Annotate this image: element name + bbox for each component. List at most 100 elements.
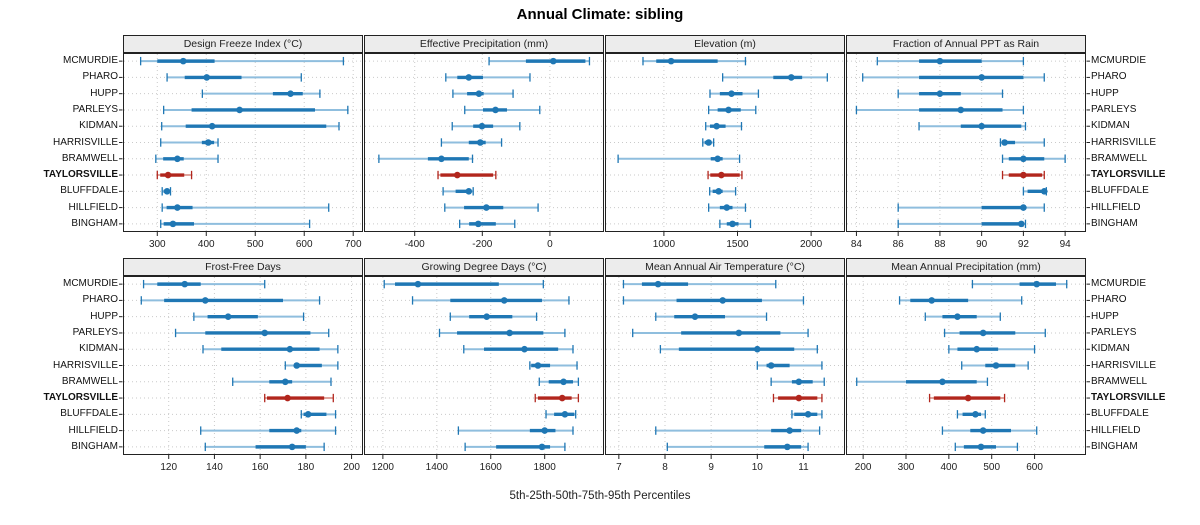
axis-tick-label: 180 <box>298 462 315 473</box>
panel-plot-elevation-m: 1000 1500 2000 <box>605 53 845 250</box>
axis-tick-label: 94 <box>1060 239 1072 250</box>
panel-plot-fraction-of-annual-ppt-as-rain: 84 86 88 90 92 94 <box>846 53 1090 250</box>
series-taylorsville <box>264 393 334 403</box>
median-dot <box>179 57 187 65</box>
site-label-left-bramwell: BRAMWELL <box>61 152 118 164</box>
axis-tick-label: 86 <box>893 239 905 250</box>
median-dot <box>549 57 557 65</box>
median-dot <box>1020 171 1027 179</box>
series-harrisville <box>702 138 715 147</box>
site-label-left-kidman: KIDMAN <box>79 343 118 355</box>
site-label-right-hillfield: HILLFIELD <box>1091 424 1141 436</box>
axis-tick-label: 160 <box>252 462 269 473</box>
site-label-left-harrisville: HARRISVILLE <box>52 359 118 371</box>
series-taylorsville <box>1001 170 1045 180</box>
series-bingham <box>954 442 1019 452</box>
series-bluffdale <box>161 187 172 196</box>
axis-tick-label: 1500 <box>726 239 749 250</box>
site-label-right-pharo: PHARO <box>1091 71 1127 83</box>
median-dot <box>1001 139 1008 146</box>
axis-tick-label: 10 <box>752 462 764 473</box>
median-dot <box>475 90 483 97</box>
median-dot <box>723 204 731 211</box>
series-hupp <box>193 312 305 321</box>
median-dot <box>936 90 944 97</box>
series-mcmurdie <box>488 56 591 66</box>
series-harrisville <box>961 361 1029 370</box>
series-bluffdale <box>1022 187 1048 196</box>
median-dot <box>500 297 508 304</box>
site-label-left-pharo: PHARO <box>82 71 118 83</box>
median-dot <box>414 280 422 288</box>
series-mcmurdie <box>383 279 544 289</box>
axis-tick-label: 8 <box>662 462 668 473</box>
series-hupp <box>709 89 760 98</box>
series-pharo <box>898 296 1023 305</box>
site-label-left-pharo: PHARO <box>82 294 118 306</box>
axis-tick-label: 300 <box>149 239 166 250</box>
median-dot <box>163 188 171 195</box>
series-kidman <box>705 122 743 131</box>
series-parleys <box>708 105 757 115</box>
site-label-left-parleys: PARLEYS <box>72 326 118 338</box>
median-dot <box>787 74 795 81</box>
median-dot <box>506 329 513 337</box>
series-hillfield <box>897 203 1045 212</box>
median-dot <box>713 122 720 130</box>
series-hupp <box>201 89 321 98</box>
median-dot <box>957 106 965 114</box>
series-hupp <box>449 312 538 321</box>
median-dot <box>795 394 803 402</box>
plot-frame <box>123 53 363 232</box>
panel-plot-mean-annual-air-temperature-c: 7 8 9 10 11 <box>605 276 845 473</box>
site-label-right-bramwell: BRAMWELL <box>1091 375 1148 387</box>
axis-tick-label: 1600 <box>480 462 503 473</box>
median-dot <box>973 345 981 353</box>
axis-tick-label: 1000 <box>653 239 676 250</box>
series-harrisville <box>756 361 823 370</box>
series-hillfield <box>444 203 539 212</box>
median-dot <box>284 394 291 402</box>
site-label-left-bingham: BINGHAM <box>71 217 118 229</box>
axis-tick-label: 0 <box>547 239 553 250</box>
median-dot <box>224 313 232 320</box>
panel-header-mean-annual-air-temperature-c: Mean Annual Air Temperature (°C) <box>605 258 845 276</box>
median-dot <box>804 411 812 418</box>
median-dot <box>667 57 675 65</box>
series-hillfield <box>708 203 747 212</box>
site-label-right-bramwell: BRAMWELL <box>1091 152 1148 164</box>
median-dot <box>725 106 732 114</box>
axis-tick-label: 500 <box>983 462 1000 473</box>
series-mcmurdie <box>971 279 1068 289</box>
median-dot <box>954 313 961 320</box>
axis-tick-label: 11 <box>798 462 809 473</box>
median-dot <box>1020 204 1027 211</box>
series-bluffdale <box>791 410 823 419</box>
series-hupp <box>897 89 1004 98</box>
median-dot <box>174 204 181 211</box>
median-dot <box>478 122 486 130</box>
series-pharo <box>166 73 302 82</box>
series-bingham <box>464 442 566 452</box>
median-dot <box>287 90 294 97</box>
site-label-left-kidman: KIDMAN <box>79 120 118 132</box>
median-dot <box>474 220 482 228</box>
series-harrisville <box>284 361 339 370</box>
site-label-right-bingham: BINGHAM <box>1091 217 1138 229</box>
site-label-left-bramwell: BRAMWELL <box>61 375 118 387</box>
series-bluffdale <box>545 410 577 419</box>
axis-tick-label: 2000 <box>800 239 823 250</box>
median-dot <box>453 171 461 179</box>
series-kidman <box>948 345 1036 354</box>
series-parleys <box>943 328 1046 338</box>
axis-tick-label: 300 <box>898 462 915 473</box>
series-bramwell <box>538 377 580 386</box>
site-label-left-hillfield: HILLFIELD <box>68 424 118 436</box>
median-dot <box>293 427 301 434</box>
series-parleys <box>632 328 809 338</box>
series-hillfield <box>457 426 574 435</box>
series-kidman <box>451 122 521 131</box>
axis-tick-label: -200 <box>472 239 492 250</box>
median-dot <box>719 297 726 304</box>
site-label-left-hillfield: HILLFIELD <box>68 201 118 213</box>
